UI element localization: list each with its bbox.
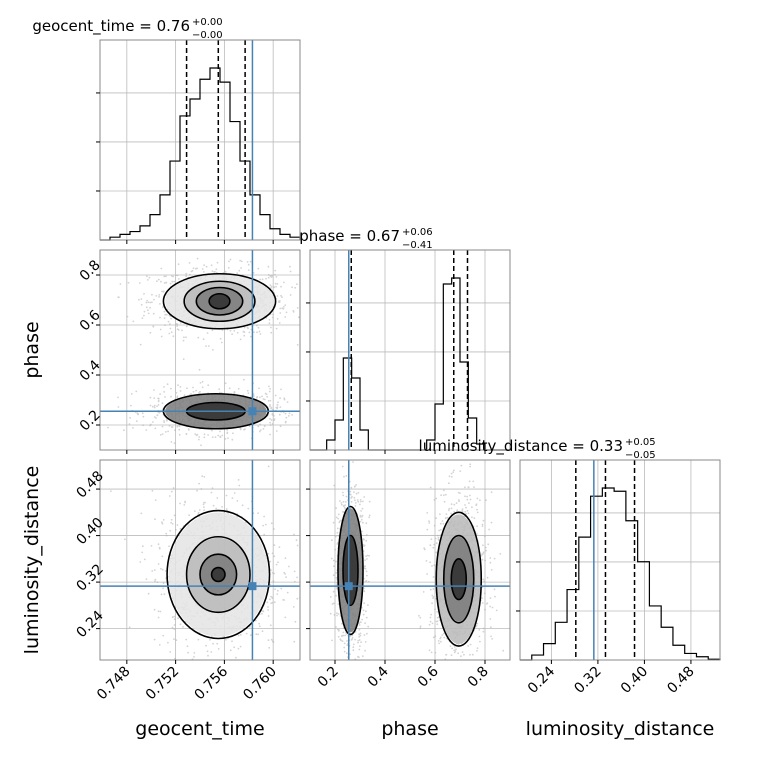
- x-tick-label: 0.24: [525, 663, 558, 696]
- sample-cloud: [110, 465, 300, 660]
- hist-panel-geocent_time: [96, 39, 301, 244]
- y-tick-label: 0.24: [74, 608, 107, 641]
- y-tick-label: 0.40: [74, 515, 107, 548]
- truth-marker: [248, 407, 257, 416]
- title-upper-error: +0.00: [192, 17, 223, 28]
- title-upper-error: +0.06: [402, 227, 433, 238]
- scatter-panel-phase-vs-luminosity_distance: 0.2 0.4 0.6 0.8: [306, 459, 511, 691]
- sample-cloud: [329, 460, 505, 660]
- x-tick-label: 0.6: [415, 663, 442, 690]
- panel-title-phase: phase = 0.67 +0.06 −0.41: [299, 227, 432, 251]
- density-fill: [451, 559, 467, 599]
- contour-line: [210, 566, 226, 583]
- x-axis-label-luminosity_distance: luminosity_distance: [526, 718, 715, 740]
- contour-line: [162, 272, 277, 330]
- title-upper-error: +0.05: [625, 437, 656, 448]
- scatter-panel-geocent_time-vs-phase: 0.20.40.60.8: [77, 249, 301, 454]
- title-text: luminosity_distance = 0.33: [419, 437, 623, 456]
- hist-frame: [519, 459, 721, 661]
- title-lower-error: −0.41: [402, 240, 433, 251]
- contour-line: [337, 505, 364, 636]
- density-fill: [209, 293, 230, 309]
- scatter-frame: [309, 459, 511, 661]
- x-tick-label: 0.40: [618, 664, 651, 697]
- x-axis-label-phase: phase: [381, 718, 438, 740]
- truth-marker: [344, 582, 353, 591]
- hist-frame: [99, 39, 301, 241]
- sample-cloud: [107, 257, 300, 447]
- contour-line: [450, 558, 468, 601]
- x-tick-label: 0.32: [571, 664, 604, 697]
- density-fill: [211, 567, 225, 582]
- truth-marker: [248, 582, 257, 591]
- scatter-frame: [99, 459, 301, 661]
- contour-line: [195, 286, 244, 316]
- x-tick-label: 0.4: [365, 663, 392, 690]
- x-tick-label: 0.752: [143, 664, 183, 704]
- hist-panel-luminosity_distance: 0.24 0.32 0.40 0.48: [516, 459, 721, 697]
- title-text: phase = 0.67: [299, 227, 400, 245]
- contour-line: [435, 511, 483, 647]
- contour-line: [342, 534, 359, 607]
- x-tick-label: 0.748: [94, 664, 134, 704]
- title-text: geocent_time = 0.76: [32, 17, 190, 36]
- panel-title-geocent_time: geocent_time = 0.76 +0.00 −0.00: [32, 17, 222, 41]
- hist-bars: [100, 67, 301, 241]
- title-lower-error: −0.00: [192, 30, 223, 41]
- contour-line: [199, 553, 238, 596]
- contour-line: [166, 509, 271, 640]
- hist-frame: [309, 249, 511, 451]
- title-lower-error: −0.05: [625, 450, 656, 461]
- x-tick-label: 0.760: [240, 664, 280, 704]
- contour-line: [442, 534, 475, 624]
- hist-bars: [310, 277, 510, 451]
- y-tick-label: 0.48: [74, 468, 107, 501]
- y-axis-label-phase: phase: [21, 321, 43, 378]
- x-tick-label: 0.756: [192, 663, 232, 703]
- hist-bars: [520, 487, 721, 661]
- scatter-panel-geocent_time-vs-luminosity_distance: 0.748 0.752 0.756 0.760 0.24 0.32 0.40 0.48: [74, 459, 301, 704]
- y-axis-label-luminosity_distance: luminosity_distance: [21, 466, 43, 655]
- y-tick-label: 0.32: [74, 561, 107, 594]
- panel-title-luminosity_distance: luminosity_distance = 0.33 +0.05 −0.05: [419, 437, 656, 461]
- contour-line: [183, 280, 256, 323]
- x-tick-label: 0.48: [664, 664, 697, 697]
- x-tick-label: 0.8: [465, 664, 492, 691]
- scatter-frame: [99, 249, 301, 451]
- hist-panel-phase: [306, 249, 511, 454]
- contour-line: [185, 535, 251, 614]
- x-axis-label-geocent_time: geocent_time: [135, 718, 264, 740]
- x-tick-label: 0.2: [315, 664, 342, 691]
- contour-line: [208, 292, 231, 310]
